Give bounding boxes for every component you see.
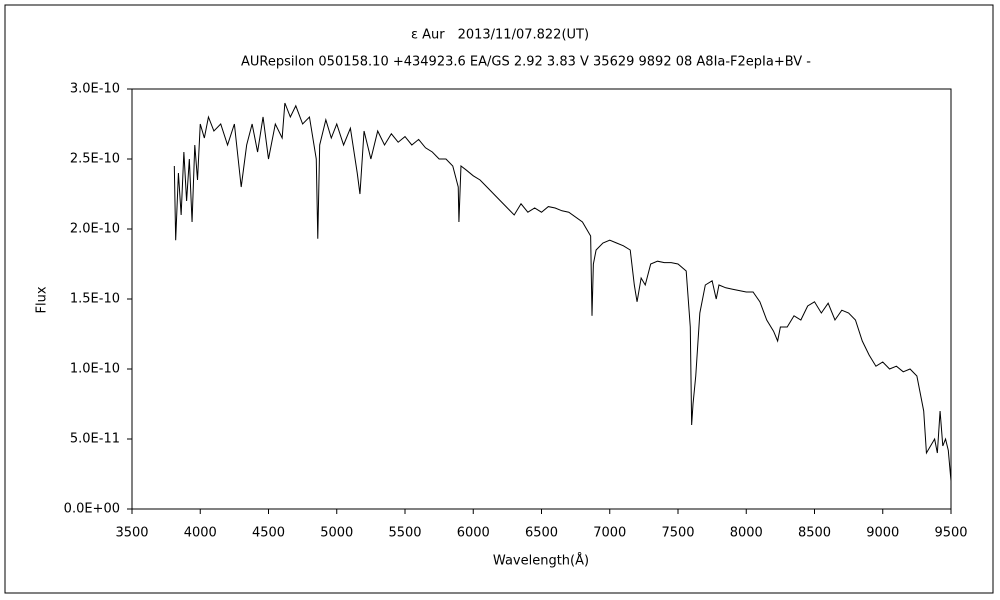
y-tick-label: 2.5E-10 (70, 152, 120, 167)
y-tick-label: 1.5E-10 (70, 292, 120, 307)
x-tick-label: 8000 (730, 526, 763, 541)
x-tick-label: 3500 (115, 526, 148, 541)
x-tick-label: 8500 (798, 526, 831, 541)
x-tick-label: 7000 (593, 526, 626, 541)
plot-frame (131, 88, 952, 510)
x-axis-label: Wavelength(Å) (493, 553, 589, 569)
y-tick-label: 1.0E-10 (70, 362, 120, 377)
x-tick-label: 5000 (320, 526, 353, 541)
y-tick-label: 3.0E-10 (70, 82, 120, 97)
x-tick-label: 6500 (525, 526, 558, 541)
y-tick-label: 0.0E+00 (64, 502, 120, 517)
x-tick-label: 6000 (457, 526, 490, 541)
x-tick-label: 7500 (661, 526, 694, 541)
chart-title: ε Aur 2013/11/07.822(UT) (411, 28, 589, 43)
spectrum-line (173, 102, 952, 482)
y-axis-label: Flux (35, 286, 50, 313)
y-tick-label: 5.0E-11 (70, 432, 120, 447)
x-tick-label: 4000 (184, 526, 217, 541)
x-tick-label: 5500 (388, 526, 421, 541)
x-tick-label: 9000 (866, 526, 899, 541)
chart-subtitle: AURepsilon 050158.10 +434923.6 EA/GS 2.9… (241, 55, 811, 70)
x-tick-label: 4500 (252, 526, 285, 541)
y-tick-label: 2.0E-10 (70, 222, 120, 237)
x-tick-label: 9500 (934, 526, 967, 541)
